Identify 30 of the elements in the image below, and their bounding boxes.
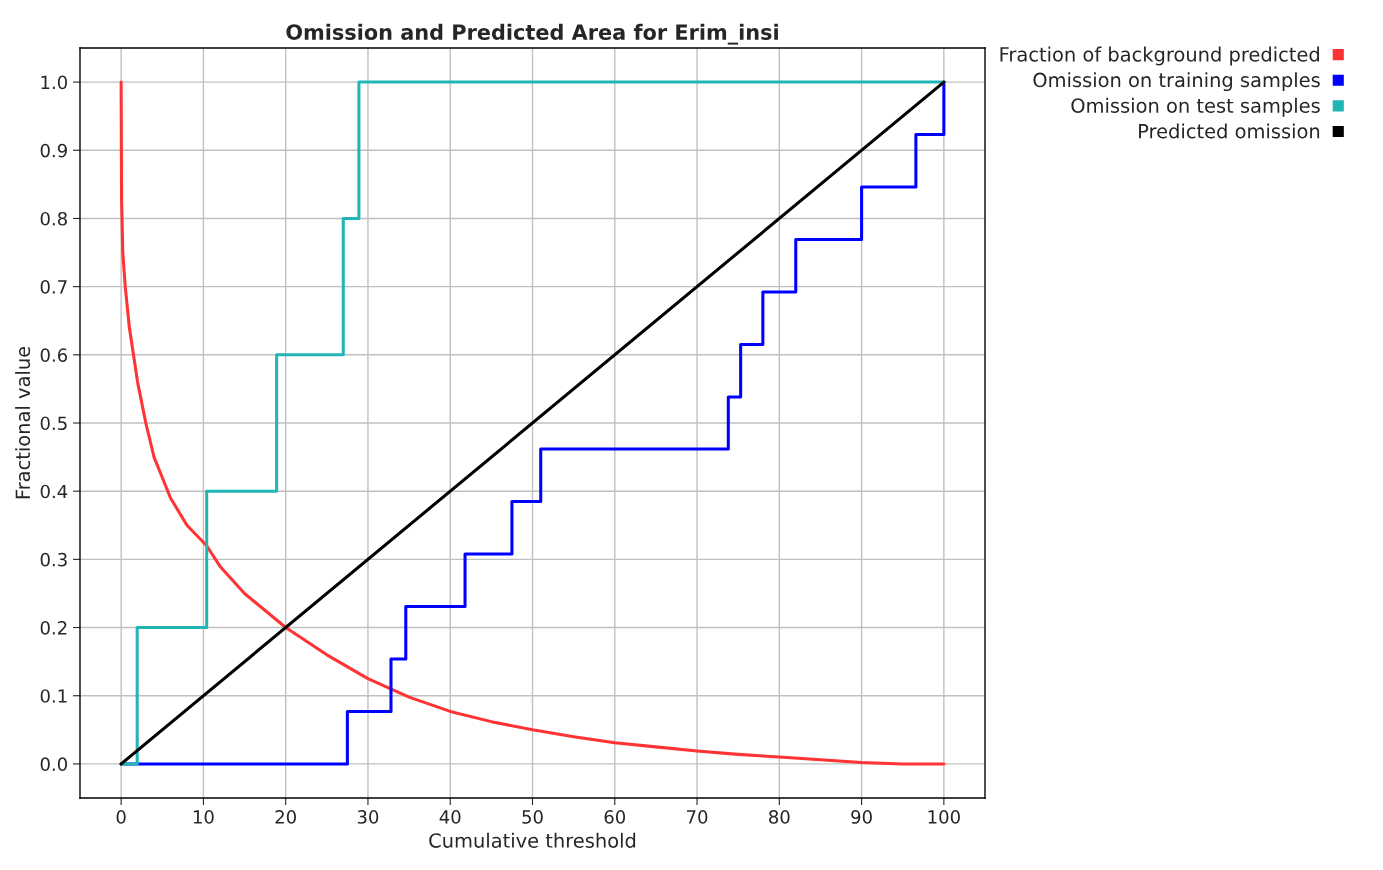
x-tick-label: 20: [275, 810, 296, 824]
x-tick-label: 60: [604, 810, 626, 824]
y-axis-title: Fractional value: [15, 346, 31, 499]
y-tick-label: 0.6: [40, 348, 68, 362]
y-tick-label: 1.0: [41, 75, 67, 90]
y-tick-label: 0.3: [40, 552, 67, 567]
x-tick-label: 80: [769, 810, 790, 824]
x-tick-label: 70: [687, 810, 708, 824]
x-tick-label: 30: [357, 810, 379, 824]
y-tick-label: 0.7: [40, 280, 67, 294]
legend-label: Omission on test samples: [1071, 97, 1320, 117]
y-tick-label: 0.8: [40, 211, 67, 226]
legend-label: Fraction of background predicted: [1000, 46, 1319, 66]
x-tick-label: 50: [522, 810, 543, 824]
x-tick-label: 90: [851, 810, 872, 824]
y-tick-label: 0.5: [40, 416, 67, 431]
y-tick-label: 0.2: [40, 621, 67, 635]
x-tick-label: 0: [116, 810, 126, 824]
x-axis-title: Cumulative threshold: [429, 832, 636, 848]
x-tick-label: 10: [193, 810, 214, 824]
y-tick-label: 0.4: [40, 484, 68, 499]
x-tick-label: 100: [928, 810, 960, 824]
chart-title: Omission and Predicted Area for Erim_insi: [286, 23, 778, 45]
y-tick-label: 0.9: [40, 143, 67, 158]
x-tick-label: 40: [439, 810, 461, 824]
y-tick-label: 0.0: [40, 757, 67, 772]
legend-label: Omission on training samples: [1033, 72, 1320, 92]
y-tick-label: 0.1: [40, 689, 67, 703]
legend-label: Predicted omission: [1139, 123, 1320, 139]
line-series: [119, 80, 946, 766]
